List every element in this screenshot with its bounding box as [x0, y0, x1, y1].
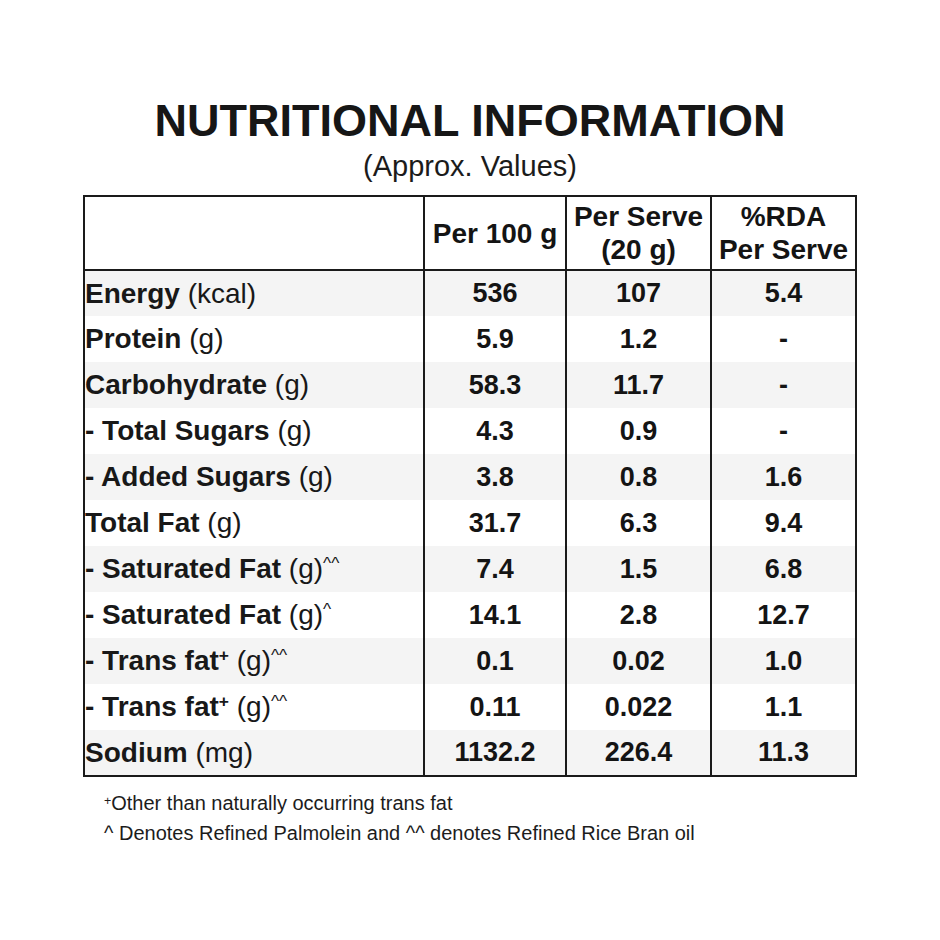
per-100g-value: 0.1 [424, 638, 566, 684]
per-100g-value: 14.1 [424, 592, 566, 638]
per-serve-value: 1.2 [566, 316, 711, 362]
nutrient-label: - Saturated Fat (g)^^ [84, 546, 424, 592]
per-serve-value: 2.8 [566, 592, 711, 638]
per-serve-value: 0.02 [566, 638, 711, 684]
header-row: Per 100 g Per Serve (20 g) %RDA Per Serv… [84, 196, 856, 270]
rda-value: 12.7 [711, 592, 856, 638]
table-row: - Total Sugars (g)4.30.9- [84, 408, 856, 454]
footnote-trans-fat: +Other than naturally occurring trans fa… [104, 790, 856, 820]
nutrient-label: Carbohydrate (g) [84, 362, 424, 408]
footnote-trans-fat-text: Other than naturally occurring trans fat [111, 792, 452, 814]
table-body: Energy (kcal)5361075.4Protein (g)5.91.2-… [84, 270, 856, 776]
header-nutrient [84, 196, 424, 270]
rda-value: - [711, 316, 856, 362]
table-row: Sodium (mg)1132.2226.411.3 [84, 730, 856, 776]
header-per-serve: Per Serve (20 g) [566, 196, 711, 270]
page-subtitle: (Approx. Values) [0, 150, 940, 183]
per-100g-value: 3.8 [424, 454, 566, 500]
nutrient-label: - Added Sugars (g) [84, 454, 424, 500]
per-100g-value: 58.3 [424, 362, 566, 408]
per-serve-value: 0.9 [566, 408, 711, 454]
nutrient-label: - Saturated Fat (g)^ [84, 592, 424, 638]
rda-value: 6.8 [711, 546, 856, 592]
per-100g-value: 31.7 [424, 500, 566, 546]
rda-value: - [711, 408, 856, 454]
table-header: Per 100 g Per Serve (20 g) %RDA Per Serv… [84, 196, 856, 270]
per-100g-value: 4.3 [424, 408, 566, 454]
nutrient-label: Energy (kcal) [84, 270, 424, 316]
rda-value: - [711, 362, 856, 408]
rda-value: 1.1 [711, 684, 856, 730]
nutrient-label: Sodium (mg) [84, 730, 424, 776]
nutrient-label: - Trans fat+ (g)^^ [84, 638, 424, 684]
table-row: - Added Sugars (g)3.80.81.6 [84, 454, 856, 500]
per-100g-value: 5.9 [424, 316, 566, 362]
table-row: - Trans fat+ (g)^^0.10.021.0 [84, 638, 856, 684]
table-row: - Trans fat+ (g)^^0.110.0221.1 [84, 684, 856, 730]
header-per-100g: Per 100 g [424, 196, 566, 270]
per-serve-value: 0.022 [566, 684, 711, 730]
footnote-oils-text: ^ Denotes Refined Palmolein and ^^ denot… [104, 822, 695, 844]
footnote-plus-marker: + [104, 794, 111, 808]
per-100g-value: 536 [424, 270, 566, 316]
per-serve-value: 226.4 [566, 730, 711, 776]
rda-value: 1.6 [711, 454, 856, 500]
page-title: NUTRITIONAL INFORMATION [0, 0, 940, 147]
table-row: - Saturated Fat (g)^^7.41.56.8 [84, 546, 856, 592]
rda-value: 1.0 [711, 638, 856, 684]
table-row: Energy (kcal)5361075.4 [84, 270, 856, 316]
per-serve-value: 6.3 [566, 500, 711, 546]
per-serve-value: 0.8 [566, 454, 711, 500]
footnote-oils: ^ Denotes Refined Palmolein and ^^ denot… [104, 820, 856, 847]
nutrient-label: Protein (g) [84, 316, 424, 362]
nutrient-label: - Trans fat+ (g)^^ [84, 684, 424, 730]
table-row: Carbohydrate (g)58.311.7- [84, 362, 856, 408]
per-serve-value: 107 [566, 270, 711, 316]
nutrition-table: Per 100 g Per Serve (20 g) %RDA Per Serv… [83, 195, 857, 777]
per-100g-value: 1132.2 [424, 730, 566, 776]
nutrition-label-page: NUTRITIONAL INFORMATION (Approx. Values)… [0, 0, 940, 940]
table-row: Protein (g)5.91.2- [84, 316, 856, 362]
rda-value: 5.4 [711, 270, 856, 316]
nutrient-label: - Total Sugars (g) [84, 408, 424, 454]
per-serve-value: 11.7 [566, 362, 711, 408]
nutrient-label: Total Fat (g) [84, 500, 424, 546]
footnotes: +Other than naturally occurring trans fa… [84, 790, 856, 847]
rda-value: 9.4 [711, 500, 856, 546]
header-rda-per-serve: %RDA Per Serve [711, 196, 856, 270]
per-100g-value: 0.11 [424, 684, 566, 730]
table-row: Total Fat (g)31.76.39.4 [84, 500, 856, 546]
rda-value: 11.3 [711, 730, 856, 776]
per-100g-value: 7.4 [424, 546, 566, 592]
per-serve-value: 1.5 [566, 546, 711, 592]
table-row: - Saturated Fat (g)^14.12.812.7 [84, 592, 856, 638]
